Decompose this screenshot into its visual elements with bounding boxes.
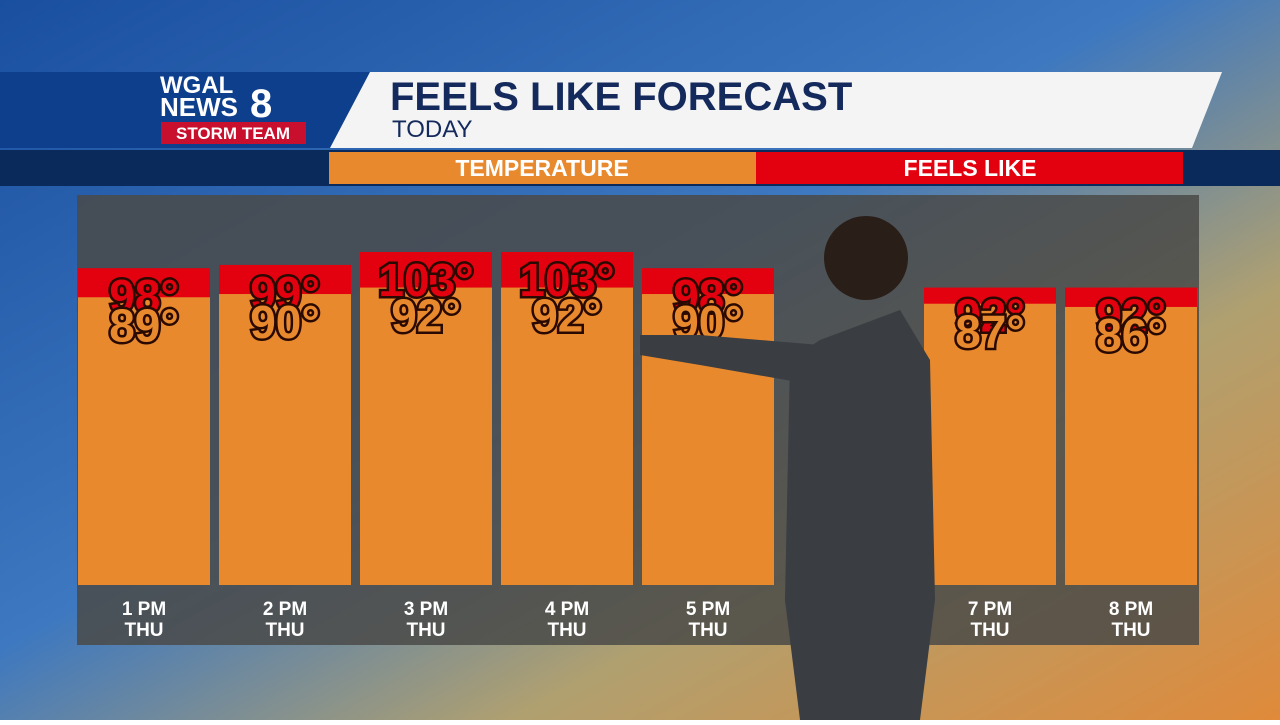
presenter-body [785,310,935,720]
bar [1065,306,1197,585]
bar [501,287,633,585]
value-label: 86° [1096,309,1166,361]
x-tick-label: 1 PM [122,599,166,620]
x-tick-label: 4 PM [545,599,589,620]
x-tick-label: 7 PM [968,599,1012,620]
x-tick-sublabel: THU [547,620,586,641]
value-label: 98° [673,270,743,322]
value-label: 87° [955,306,1025,358]
legend-label: TEMPERATURE [455,155,628,181]
value-label: 98° [109,270,179,322]
value-label: 92° [391,290,461,342]
value-label: 92° [532,290,602,342]
x-tick-sublabel: THU [970,620,1009,641]
badge-box [161,122,306,144]
chart-subtitle: TODAY [392,116,472,143]
legend-swatch [756,152,1183,184]
value-label: 99° [250,267,320,319]
x-tick-sublabel: THU [124,620,163,641]
x-tick-label: 8 PM [1109,599,1153,620]
value-label: 103° [378,254,473,306]
legend-swatch [329,152,756,184]
value-label: 90° [250,296,320,348]
presenter-arm [640,335,820,385]
channel: 8 [250,82,272,126]
x-tick-sublabel: THU [265,620,304,641]
value-label: 103° [519,254,614,306]
bar [219,294,351,585]
bar [78,297,210,585]
x-tick-sublabel: THU [1111,620,1150,641]
value-label: 89° [109,299,179,351]
x-tick-label: 5 PM [686,599,730,620]
bar [360,287,492,585]
presenter [640,216,935,720]
news: NEWS [160,92,238,122]
badge: STORM TEAM [176,124,290,143]
x-tick-sublabel: THU [406,620,445,641]
value-label: 92° [955,290,1025,342]
chart-title: FEELS LIKE FORECAST [390,75,852,119]
legend-label: FEELS LIKE [904,155,1037,181]
bar [924,303,1056,585]
station: WGAL [160,72,233,99]
x-tick-sublabel: THU [688,620,727,641]
value-label: 92° [1096,290,1166,342]
presenter-head [824,216,908,300]
title-band [330,72,1222,148]
x-tick-label: 2 PM [263,599,307,620]
x-tick-label: 3 PM [404,599,448,620]
